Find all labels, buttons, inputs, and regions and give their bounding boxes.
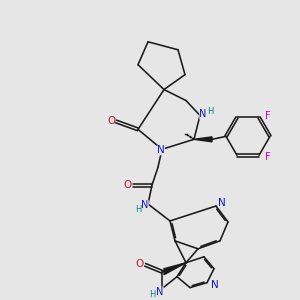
Text: O: O [136, 259, 144, 269]
Text: N: N [141, 200, 149, 210]
Text: O: O [124, 180, 132, 190]
Text: H: H [149, 290, 155, 299]
Text: N: N [199, 110, 207, 119]
Polygon shape [194, 137, 212, 142]
Text: O: O [107, 116, 115, 126]
Text: N: N [218, 198, 226, 208]
Text: H: H [135, 205, 141, 214]
Text: N: N [156, 286, 164, 297]
Polygon shape [164, 263, 186, 275]
Text: N: N [157, 145, 165, 155]
Text: F: F [265, 152, 271, 162]
Text: H: H [207, 107, 213, 116]
Text: N: N [211, 280, 219, 290]
Text: F: F [265, 111, 271, 122]
